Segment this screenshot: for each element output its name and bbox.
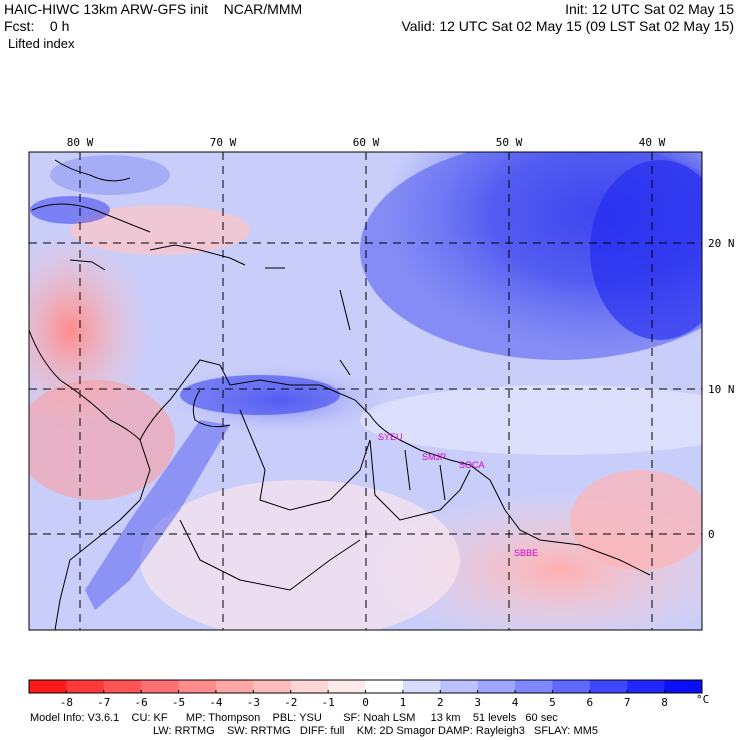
colorbar-tick-label: 6 xyxy=(587,696,594,709)
colorbar-tick-label: -4 xyxy=(209,696,223,709)
colorbar-swatch xyxy=(440,680,479,693)
colorbar: -8 -7 -6 -5 -4 -3 -2 -1 0 1 2 3 4 5 6 7 8 xyxy=(28,679,703,709)
colorbar-swatch xyxy=(290,680,329,693)
header-fcst: Fcst: 0 h xyxy=(4,18,70,34)
colorbar-swatch xyxy=(215,680,254,693)
colorbar-swatch xyxy=(552,680,591,693)
colorbar-tick-label: 3 xyxy=(474,696,481,709)
colorbar-swatch xyxy=(141,680,180,693)
lat-label: 0 xyxy=(708,528,715,541)
colorbar-tick-label: -5 xyxy=(172,696,185,709)
colorbar-swatch xyxy=(253,680,292,693)
colorbar-swatch xyxy=(328,680,366,693)
station-label: SMJP xyxy=(422,452,446,462)
colorbar-swatch xyxy=(477,680,516,693)
lon-label: 70 W xyxy=(210,136,237,149)
colorbar-swatch xyxy=(402,680,441,693)
header-valid: Valid: 12 UTC Sat 02 May 15 (09 LST Sat … xyxy=(401,18,734,34)
colorbar-tick-label: -2 xyxy=(284,696,297,709)
colorbar-swatch xyxy=(515,680,553,693)
colorbar-tick-label: -3 xyxy=(247,696,260,709)
map-frame xyxy=(28,151,703,631)
model-info-line2: LW: RRTMG SW: RRTMG DIFF: full KM: 2D Sm… xyxy=(153,725,598,737)
graticule xyxy=(29,152,702,630)
header-title: HAIC-HIWC 13km ARW-GFS init NCAR/MMM xyxy=(4,1,303,17)
station-label: SYEU xyxy=(378,432,403,442)
colorbar-tick-label: -1 xyxy=(321,696,334,709)
lon-label: 80 W xyxy=(67,136,94,149)
colorbar-swatch xyxy=(66,680,105,693)
colorbar-swatch xyxy=(103,680,142,693)
colorbar-tick-label: 8 xyxy=(661,696,668,709)
field-name: Lifted index xyxy=(8,36,75,51)
colorbar-swatch xyxy=(365,680,404,693)
lat-label: 20 N xyxy=(708,237,735,250)
colorbar-tick-label: 5 xyxy=(549,696,556,709)
station-label: SOCA xyxy=(459,460,485,470)
station-label: SBBE xyxy=(514,548,538,558)
colorbar-tick-label: -6 xyxy=(135,696,148,709)
colorbar-unit: °C xyxy=(696,693,709,706)
lon-label: 50 W xyxy=(496,136,523,149)
colorbar-tick-label: 4 xyxy=(512,696,519,709)
colorbar-tick-label: 0 xyxy=(362,696,369,709)
coastlines xyxy=(29,159,651,630)
colorbar-swatch xyxy=(589,680,628,693)
colorbar-tick-label: -8 xyxy=(60,696,73,709)
lat-label: 10 N xyxy=(708,383,735,396)
model-info-line1: Model Info: V3.6.1 CU: KF MP: Thompson P… xyxy=(30,712,558,724)
lon-label: 60 W xyxy=(353,136,380,149)
colorbar-swatch xyxy=(664,680,703,693)
colorbar-tick-label: 1 xyxy=(400,696,407,709)
colorbar-tick-label: 2 xyxy=(437,696,444,709)
colorbar-tick-label: -7 xyxy=(97,696,110,709)
header-init: Init: 12 UTC Sat 02 May 15 xyxy=(565,1,734,17)
lon-label: 40 W xyxy=(639,136,666,149)
colorbar-tick-label: 7 xyxy=(624,696,631,709)
colorbar-swatch xyxy=(178,680,217,693)
colorbar-swatch xyxy=(29,680,67,693)
colorbar-swatch xyxy=(627,680,666,693)
